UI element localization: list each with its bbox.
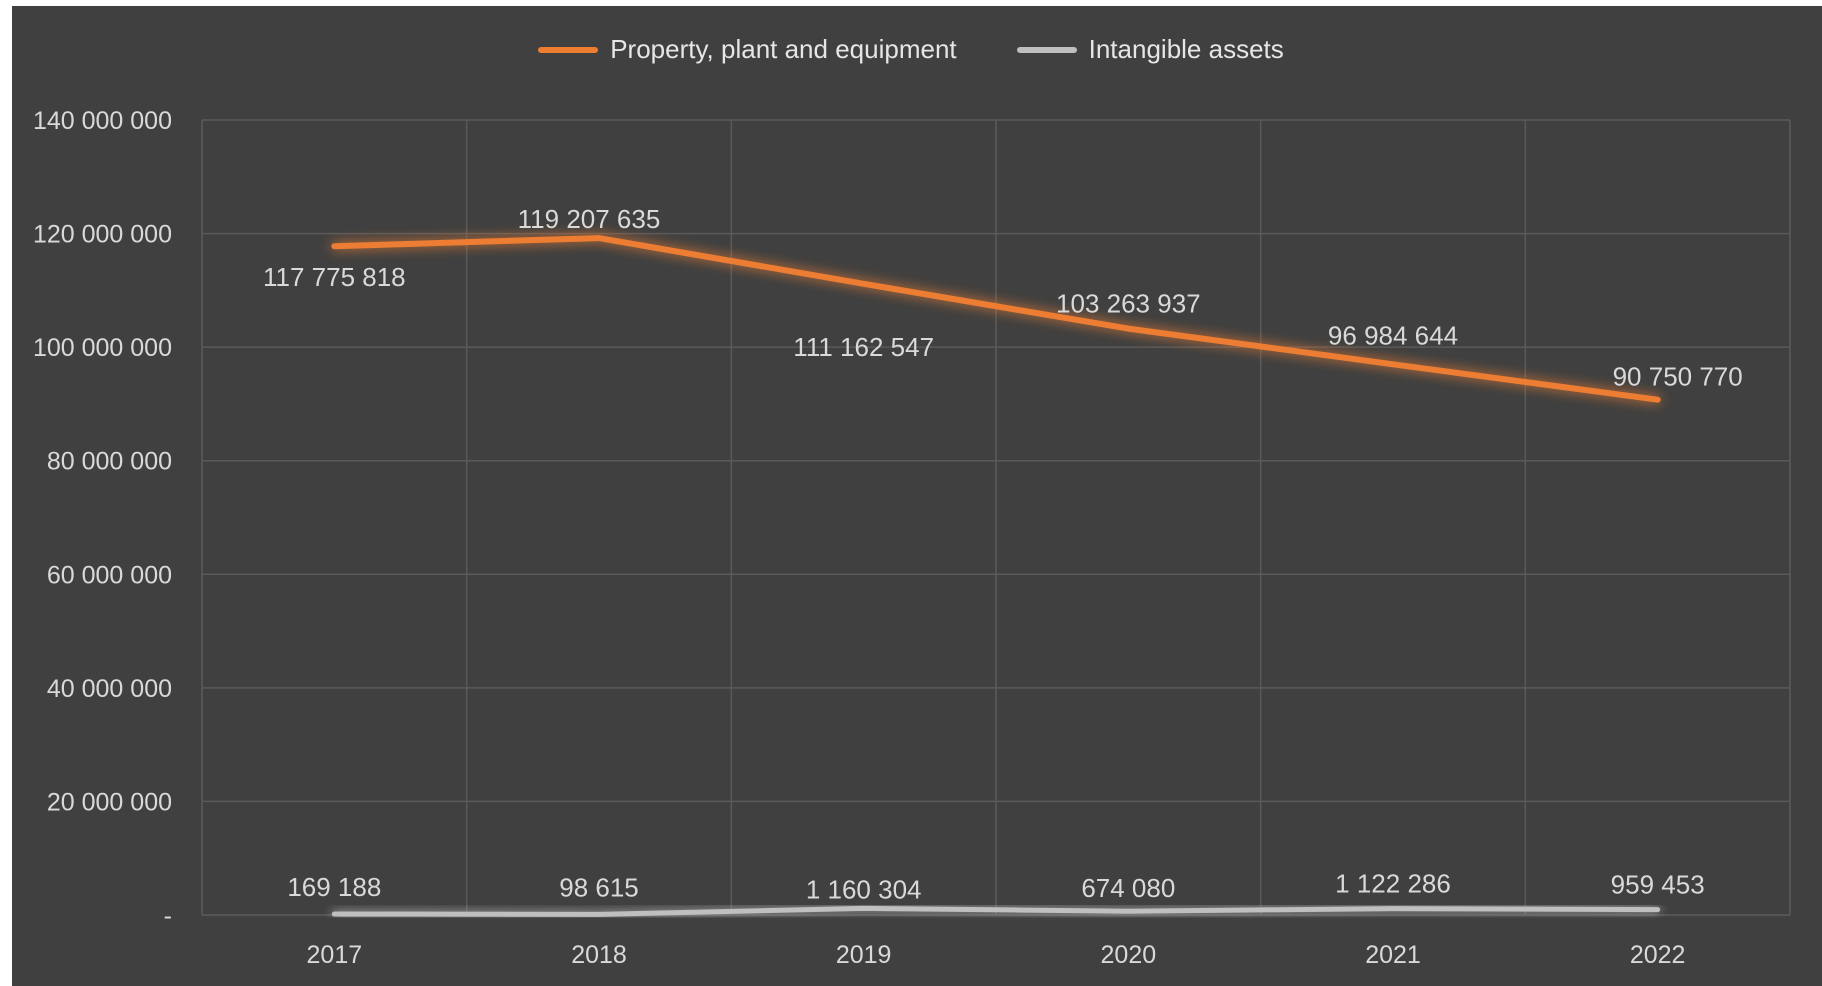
y-tick-label: 40 000 000 [47,675,172,703]
data-label-intangible: 1 160 304 [806,874,922,904]
y-axis: - 20 000 000 40 000 000 60 000 000 80 000 00… [33,107,172,930]
x-tick-label: 2019 [836,941,892,969]
y-tick-label: 80 000 000 [47,448,172,476]
data-label-ppe: 90 750 770 [1613,362,1743,392]
data-label-intangible: 959 453 [1611,870,1705,900]
data-label-ppe: 119 207 635 [518,204,661,234]
data-label-intangible: 98 615 [559,872,639,902]
chart-area [12,6,1822,986]
data-label-intangible: 169 188 [287,872,381,902]
data-label-ppe: 96 984 644 [1328,320,1458,350]
data-label-ppe: 117 775 818 [263,262,406,292]
x-tick-label: 2017 [307,941,363,969]
x-tick-label: 2021 [1365,941,1421,969]
y-tick-label: 60 000 000 [47,561,172,589]
data-label-intangible: 674 080 [1081,873,1175,903]
legend-swatch-intangible [1016,46,1077,53]
x-tick-label: 2018 [571,941,627,969]
y-tick-label: 120 000 000 [33,221,172,249]
series-line-intangible [331,905,1661,917]
y-tick-label: - [164,902,172,930]
legend: Property, plant and equipment Intangible… [0,34,1822,65]
y-tick-label: 100 000 000 [33,334,172,362]
data-label-intangible: 1 122 286 [1335,869,1451,899]
legend-label-intangible: Intangible assets [1088,34,1284,64]
series-line-ppe [331,235,1661,403]
legend-item-intangible: Intangible assets [1016,34,1284,65]
y-tick-label: 20 000 000 [47,788,172,816]
x-axis: 2017 2018 2019 2020 2021 2022 [307,941,1686,969]
legend-label-ppe: Property, plant and equipment [610,34,957,64]
gridlines [201,119,1791,916]
data-label-ppe: 103 263 937 [1056,289,1201,319]
legend-item-ppe: Property, plant and equipment [538,34,957,65]
series [331,235,1661,917]
x-tick-label: 2020 [1101,941,1157,969]
data-label-ppe: 111 162 547 [793,332,934,362]
legend-swatch-ppe [538,46,599,53]
data-labels: 117 775 818 119 207 635 111 162 547 103 263… [263,204,1743,904]
x-tick-label: 2022 [1630,941,1686,969]
y-tick-label: 140 000 000 [33,107,172,135]
